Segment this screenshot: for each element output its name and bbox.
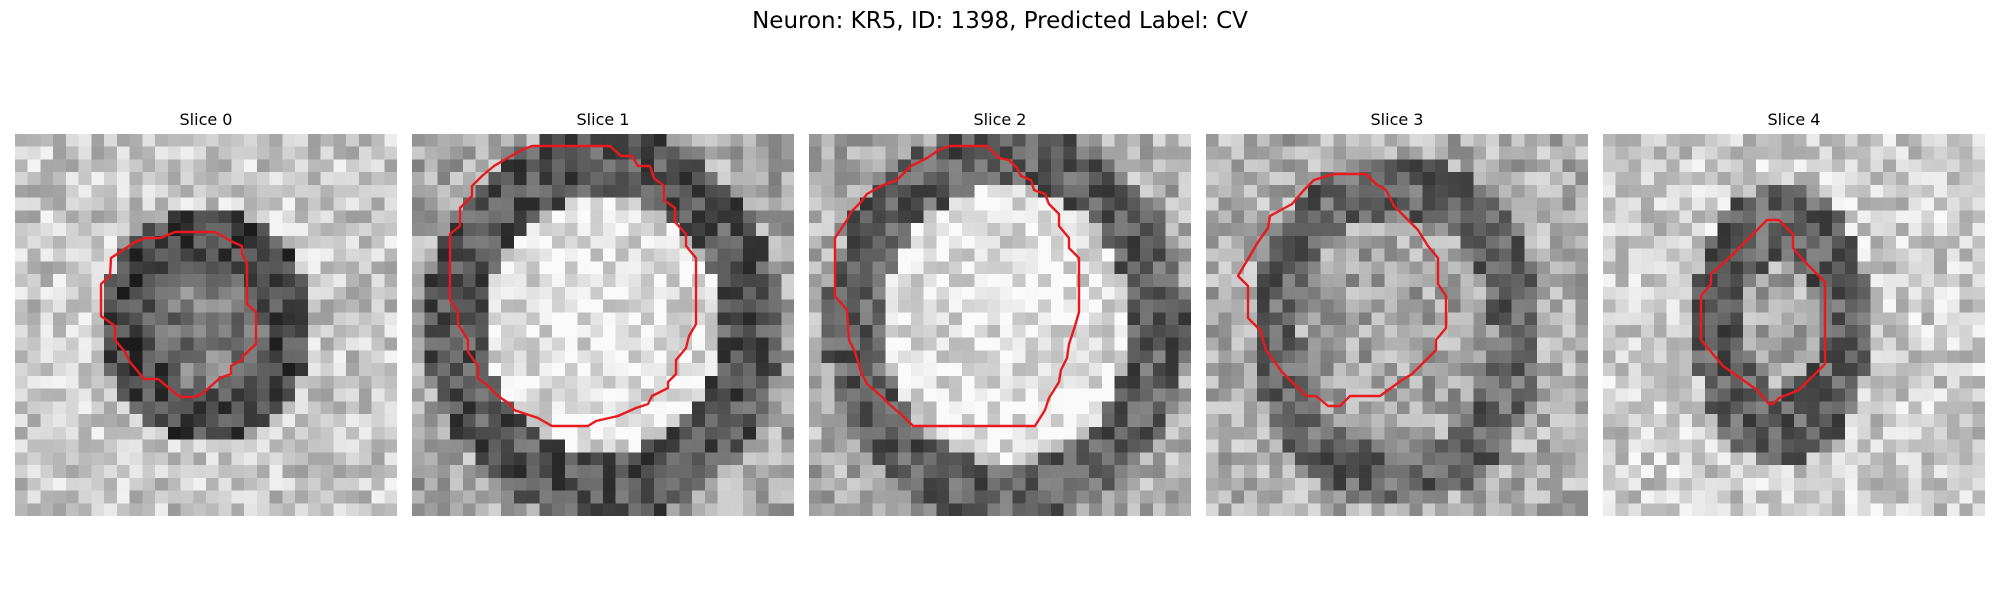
slice-title: Slice 4 [1767,110,1821,129]
slice-image [15,134,397,516]
grayscale-patch [1206,134,1588,516]
grayscale-patch [412,134,794,516]
slice-title: Slice 2 [973,110,1027,129]
grayscale-patch [15,134,397,516]
slice-title: Slice 1 [576,110,630,129]
grayscale-patch [809,134,1191,516]
slice-panel-3: Slice 3 [1206,108,1588,516]
segmentation-contour [99,230,258,399]
slice-panel-0: Slice 0 [15,108,397,516]
slice-panel-1: Slice 1 [412,108,794,516]
slice-title: Slice 0 [179,110,233,129]
slice-panel-4: Slice 4 [1603,108,1985,516]
slice-image [1603,134,1985,516]
segmentation-contour [833,144,1081,428]
slice-image [809,134,1191,516]
segmentation-contour [1699,218,1827,406]
figure-title: Neuron: KR5, ID: 1398, Predicted Label: … [752,8,1248,34]
slice-image [1206,134,1588,516]
segmentation-contour [448,144,698,428]
segmentation-contour [1236,172,1448,408]
slice-panel-2: Slice 2 [809,108,1191,516]
slice-image [412,134,794,516]
slice-title: Slice 3 [1370,110,1424,129]
grayscale-patch [1603,134,1985,516]
